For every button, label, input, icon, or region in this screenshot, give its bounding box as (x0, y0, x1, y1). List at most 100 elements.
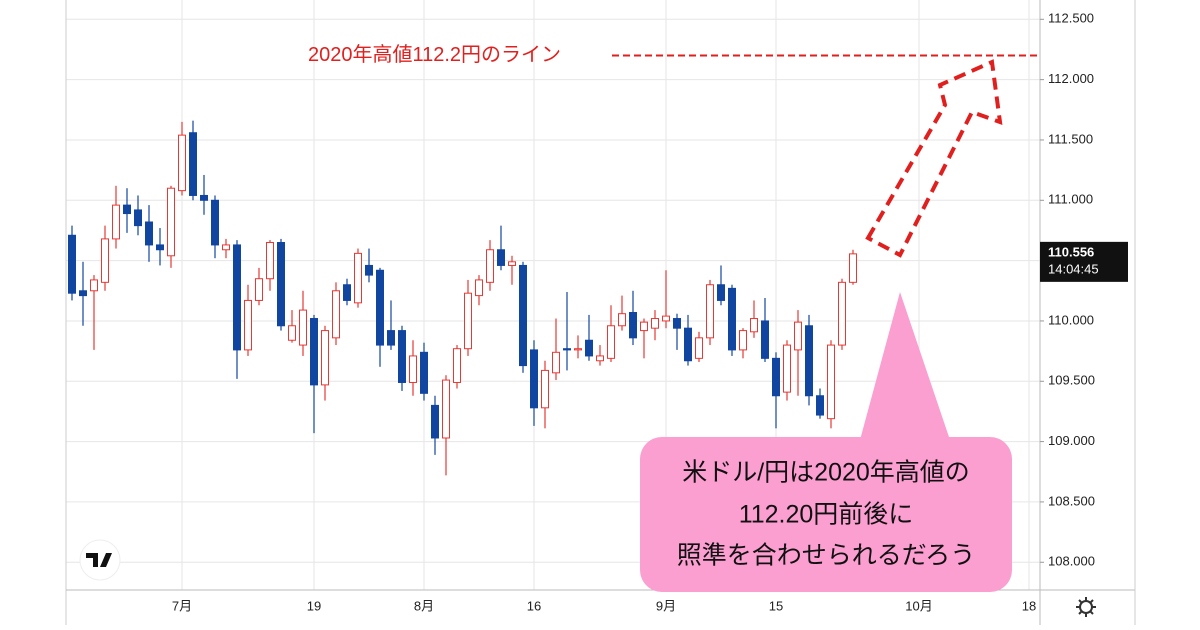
candle-body (398, 330, 406, 383)
candle-body (112, 204, 120, 240)
candle-body (849, 253, 857, 283)
candle-body (68, 234, 76, 294)
candle-body (585, 339, 593, 357)
candle-body (101, 238, 109, 283)
gear-teeth[interactable] (1076, 597, 1096, 617)
candle-body (750, 318, 758, 333)
y-tick-label: 111.000 (1048, 192, 1093, 207)
candle-body (739, 330, 747, 351)
y-tick-label: 112.500 (1048, 11, 1094, 26)
logo (79, 539, 121, 581)
candle-body (618, 313, 626, 327)
candle-body (783, 344, 791, 393)
candle-body (376, 269, 384, 346)
candle-body (530, 349, 538, 409)
candle-body (695, 337, 703, 359)
logo-mark (86, 553, 112, 567)
x-tick-label: 8月 (414, 598, 434, 613)
y-tick-label: 109.000 (1048, 433, 1095, 448)
candle-body (717, 284, 725, 301)
candle-body (123, 204, 131, 215)
candle-body (409, 355, 417, 383)
candle-body (794, 321, 802, 351)
y-tick-label: 109.500 (1048, 373, 1095, 388)
y-tick-label: 112.000 (1048, 71, 1094, 86)
candle-body (365, 264, 373, 276)
candle-body (420, 351, 428, 394)
y-tick-label: 110.000 (1048, 312, 1094, 327)
candle-body (277, 242, 285, 327)
candle-body (805, 325, 813, 397)
candle-body (178, 134, 186, 192)
callout: 米ドル/円は2020年高値の 112.20円前後に 照準を合わせられるだろう (640, 292, 1012, 592)
x-tick-label: 10月 (905, 598, 932, 613)
candle-body (640, 321, 648, 332)
candle-body (222, 244, 230, 251)
x-tick-label: 7月 (172, 598, 192, 613)
candle-body (156, 244, 164, 251)
reference: 2020年高値112.2円のライン (308, 43, 1040, 66)
y-tick-label: 111.500 (1048, 131, 1093, 146)
y-tick-label: 108.000 (1048, 554, 1095, 569)
x-tick-label: 9月 (656, 598, 676, 613)
candle-body (761, 320, 769, 359)
candle-body (728, 287, 736, 351)
callout-line: 照準を合わせられるだろう (677, 542, 976, 570)
candle-body (706, 284, 714, 339)
candles (68, 120, 857, 476)
candle-body (629, 311, 637, 339)
candle-body (299, 309, 307, 346)
candle-body (486, 249, 494, 283)
callout-line: 米ドル/円は2020年高値の (682, 459, 970, 487)
x-tick-label: 16 (527, 598, 541, 613)
candle-body (167, 187, 175, 257)
x-tick-label: 19 (307, 598, 321, 613)
settings-icon[interactable] (1076, 597, 1096, 617)
candle-body (211, 199, 219, 246)
candle-body (684, 327, 692, 362)
candle-body (563, 348, 571, 351)
candle-body (145, 221, 153, 246)
callout-pointer (860, 292, 950, 440)
candle-body (134, 209, 142, 227)
candle-body (387, 330, 395, 346)
candle-body (266, 242, 274, 280)
logo-circle (79, 539, 121, 581)
candle-body (288, 325, 296, 341)
last-price: 110.556 (1048, 244, 1094, 259)
y-tick-label: 108.500 (1048, 493, 1095, 508)
candle-body (827, 344, 835, 420)
callout-line: 112.20円前後に (739, 501, 914, 529)
candle-body (541, 369, 549, 409)
candle-body (772, 357, 780, 397)
candle-body (79, 290, 87, 297)
candle-body (651, 318, 659, 329)
candle-body (354, 252, 362, 304)
annotation: 2020年高値112.2円のライン (308, 43, 561, 66)
candle-body (200, 194, 208, 201)
candle-body (838, 281, 846, 346)
candle-body (552, 351, 560, 374)
candle-body (574, 348, 582, 351)
candle-body (662, 315, 670, 322)
callout-box (640, 437, 1012, 592)
candle-body (816, 395, 824, 416)
candle-body (90, 279, 98, 292)
candle-body (343, 284, 351, 301)
candle-body (497, 249, 505, 266)
candle-body (673, 318, 681, 329)
x-tick-label: 18 (1022, 598, 1036, 613)
candle-body (244, 299, 252, 351)
candle-body (442, 379, 450, 439)
last-price-box (1040, 241, 1128, 282)
candle-body (255, 278, 263, 301)
candle-body (475, 279, 483, 297)
candle-body (453, 348, 461, 383)
candle-body (332, 290, 340, 339)
arrow (865, 59, 1003, 258)
x-tick-label: 15 (769, 598, 783, 613)
candle-body (508, 261, 516, 266)
candle-body (189, 132, 197, 196)
candle-body (233, 244, 241, 351)
grid (66, 0, 1040, 590)
